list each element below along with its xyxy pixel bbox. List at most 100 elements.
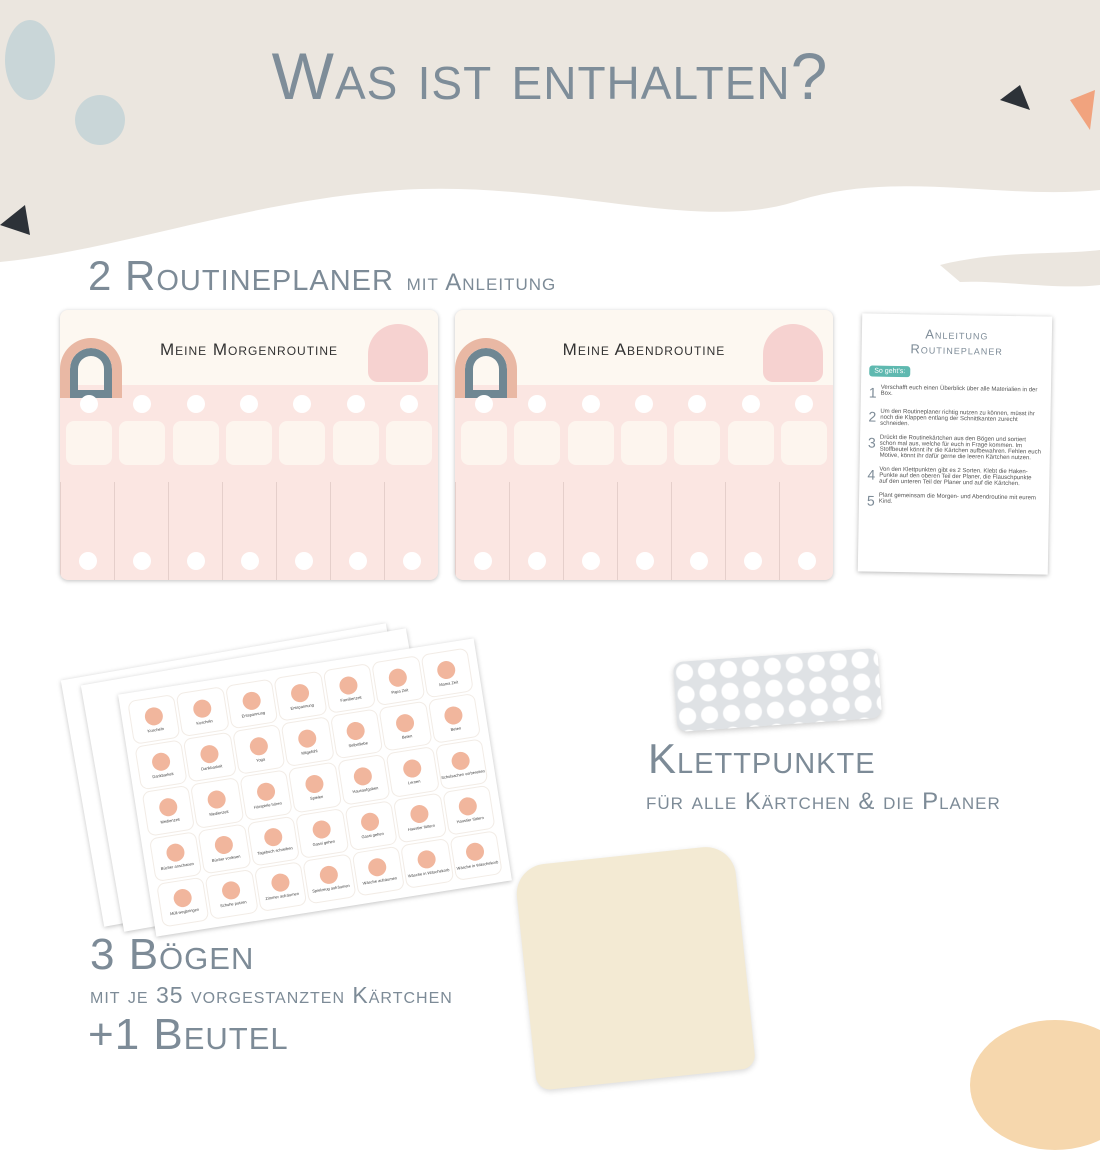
routine-card: Wäsche in Wäschekorb bbox=[449, 830, 503, 882]
routine-card: Entspannung bbox=[224, 678, 279, 730]
card-label: Kuscheln bbox=[195, 717, 213, 726]
routine-card: Wäsche aufräumen bbox=[351, 845, 406, 897]
card-illustration-icon bbox=[143, 705, 164, 727]
routine-card: Bücher anschauen bbox=[148, 830, 203, 882]
cotton-bag bbox=[513, 844, 757, 1091]
routine-card: Yoga bbox=[232, 724, 286, 776]
background-wave bbox=[0, 0, 1100, 287]
step-text: Von den Klettpunkten gibt es 2 Sorten. K… bbox=[879, 466, 1032, 488]
evening-planer: Meine Abendroutine bbox=[455, 310, 833, 580]
card-label: Familienzeit bbox=[339, 694, 362, 703]
card-label: Bücher vorlesen bbox=[211, 853, 241, 864]
card-illustration-icon bbox=[240, 690, 262, 711]
routine-card: Spielen bbox=[288, 761, 342, 814]
card-illustration-icon bbox=[443, 704, 464, 726]
instruction-step: 2 Um den Routineplaner richtig nutzen zu … bbox=[868, 408, 1042, 429]
routine-card: Familienzeit bbox=[322, 662, 377, 715]
card-label: Bücher anschauen bbox=[160, 861, 195, 872]
card-label: Mama Zeit bbox=[438, 678, 459, 687]
card-label: Medienzeit bbox=[160, 816, 181, 825]
card-label: Mitgefühl bbox=[300, 747, 318, 756]
step-number: 1 bbox=[868, 384, 877, 401]
routine-card: Kuscheln bbox=[176, 686, 230, 738]
rainbow-icon bbox=[455, 338, 517, 398]
routine-card: Bücher vorlesen bbox=[197, 823, 252, 875]
routine-card: Mitgefühl bbox=[280, 716, 335, 768]
page-title: Was ist enthalten? bbox=[271, 39, 829, 113]
boegen-heading: 3 Bögen bbox=[90, 930, 255, 979]
card-label: Gassi gehen bbox=[312, 838, 336, 848]
routine-card: Tagebuch schreiben bbox=[246, 815, 301, 867]
routine-card: Mama Zeit bbox=[420, 647, 474, 699]
card-illustration-icon bbox=[311, 819, 332, 840]
card-illustration-icon bbox=[416, 849, 437, 871]
card-illustration-icon bbox=[164, 842, 186, 864]
card-illustration-icon bbox=[199, 743, 220, 765]
card-label: Wäsche in Wäschekorb bbox=[407, 867, 450, 879]
klett-subheading: für alle Kärtchen & die Planer bbox=[646, 788, 1001, 815]
card-illustration-icon bbox=[345, 720, 367, 741]
step-text: Um den Routineplaner richtig nutzen zu k… bbox=[880, 408, 1035, 428]
card-illustration-icon bbox=[157, 796, 179, 818]
routine-card: Haustier füttern bbox=[441, 784, 496, 836]
card-illustration-icon bbox=[338, 674, 360, 696]
instruction-title-2: Routineplaner bbox=[910, 341, 1003, 358]
routine-card: Hörspiele hören bbox=[239, 769, 294, 821]
planer-heading-main: 2 Routineplaner bbox=[88, 252, 394, 299]
card-label: Schulsachen vorbereiten bbox=[440, 768, 486, 781]
card-illustration-icon bbox=[436, 659, 457, 680]
step-number: 4 bbox=[867, 466, 876, 483]
card-illustration-icon bbox=[465, 841, 486, 863]
card-illustration-icon bbox=[360, 811, 381, 833]
card-illustration-icon bbox=[318, 865, 340, 886]
klett-heading: Klettpunkte bbox=[648, 735, 876, 782]
routine-card: Entspannung bbox=[273, 670, 328, 722]
planer-heading-sub: mit Anleitung bbox=[406, 269, 557, 296]
morning-planer: Meine Morgenroutine bbox=[60, 310, 438, 580]
rainbow-icon bbox=[60, 338, 122, 398]
card-label: Tagebuch schreiben bbox=[256, 845, 294, 856]
routine-card: Müll wegbringen bbox=[156, 876, 210, 928]
card-illustration-icon bbox=[304, 773, 325, 795]
card-label: Schuhe putzen bbox=[219, 899, 247, 909]
card-illustration-icon bbox=[352, 765, 374, 787]
card-illustration-icon bbox=[192, 697, 213, 719]
card-label: Selbstliebe bbox=[348, 739, 369, 748]
card-label: Wäsche in Wäschekorb bbox=[456, 859, 499, 872]
card-label: Hörspiele hören bbox=[253, 800, 283, 810]
instruction-badge: So geht's: bbox=[869, 365, 911, 378]
sun-decoration bbox=[970, 1020, 1100, 1150]
instruction-step: 3 Drückt die Routinekärtchen aus den Böge… bbox=[868, 434, 1042, 461]
routine-card: Dankbarkeit bbox=[183, 731, 237, 783]
card-label: Müll wegbringen bbox=[169, 907, 200, 917]
card-illustration-icon bbox=[457, 796, 479, 817]
card-illustration-icon bbox=[409, 803, 430, 825]
card-illustration-icon bbox=[367, 857, 389, 878]
beutel-heading: +1 Beutel bbox=[88, 1010, 289, 1059]
card-label: Beten bbox=[450, 725, 462, 732]
step-number: 3 bbox=[867, 434, 876, 451]
card-illustration-icon bbox=[289, 682, 311, 704]
routine-card: Medienzeit bbox=[190, 777, 245, 829]
routine-card: Spielzeug aufräumen bbox=[302, 853, 357, 905]
card-illustration-icon bbox=[394, 712, 416, 734]
card-illustration-icon bbox=[220, 880, 242, 902]
card-illustration-icon bbox=[450, 750, 472, 772]
card-label: Lernen bbox=[407, 778, 421, 786]
step-text: Verschafft euch einen Überblick über all… bbox=[880, 384, 1038, 397]
routine-card: Beten bbox=[427, 693, 482, 745]
instruction-step: 1 Verschafft euch einen Überblick über al… bbox=[869, 384, 1043, 403]
routine-card: Schuhe putzen bbox=[204, 868, 259, 920]
step-number: 2 bbox=[868, 408, 877, 425]
card-illustration-icon bbox=[269, 872, 291, 894]
card-label: Hausaufgaben bbox=[352, 785, 379, 795]
step-text: Plant gemeinsam die Morgen- und Abendrou… bbox=[878, 492, 1037, 505]
routine-card: Hausaufgaben bbox=[336, 754, 391, 806]
card-label: Entspannung bbox=[290, 701, 315, 711]
routine-card: Wäsche in Wäschekorb bbox=[400, 837, 454, 889]
routine-card: Papa Zeit bbox=[371, 655, 426, 707]
card-label: Entspannung bbox=[241, 709, 266, 719]
card-illustration-icon bbox=[296, 728, 318, 749]
routine-card: Schulsachen vorbereiten bbox=[434, 738, 489, 790]
unicorn-icon bbox=[763, 324, 823, 382]
